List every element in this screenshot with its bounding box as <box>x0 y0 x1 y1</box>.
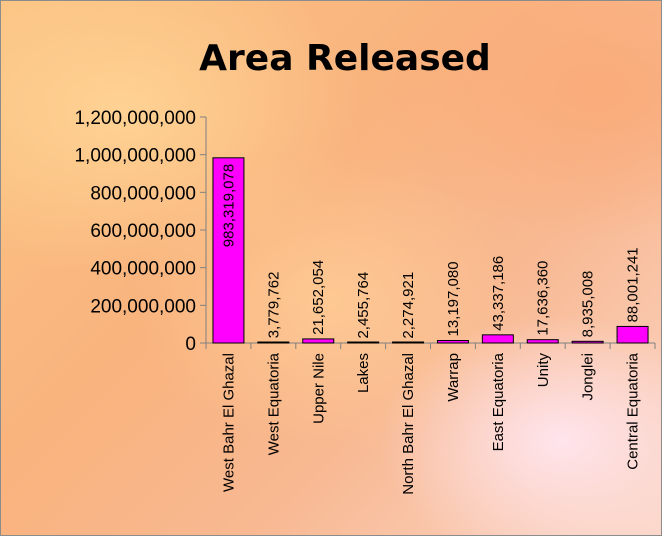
data-label: 17,636,360 <box>535 261 552 336</box>
bar <box>212 157 245 344</box>
x-tick-label: West Equatoria <box>265 352 282 455</box>
x-tick-label: Unity <box>535 353 552 388</box>
bar <box>526 339 559 344</box>
chart-title: Area Released <box>199 38 491 79</box>
x-tick-label: Jonglei <box>580 353 597 401</box>
bar <box>436 340 469 344</box>
y-axis: 0 200,000,000 400,000,000 600,000,000 800,00… <box>74 108 207 355</box>
data-labels: 983,319,078 3,779,762 21,652,054 2,455,764 2… <box>220 164 641 339</box>
x-tick-label: West Bahr El Ghazal <box>220 353 237 492</box>
x-tick-label: Warrap <box>445 353 462 402</box>
data-label: 983,319,078 <box>220 164 237 247</box>
bar <box>347 341 380 344</box>
x-tick-label: North Bahr El Ghazal <box>400 353 417 495</box>
data-label: 2,455,764 <box>355 272 372 339</box>
y-tick-label: 600,000,000 <box>90 221 196 242</box>
data-label: 3,779,762 <box>265 272 282 339</box>
bars <box>212 157 649 344</box>
bar <box>302 338 335 344</box>
data-label: 8,935,008 <box>580 271 597 338</box>
y-tick-label: 1,000,000,000 <box>74 146 196 167</box>
y-tick-label: 800,000,000 <box>90 183 196 204</box>
bar <box>616 325 649 344</box>
y-tick-label: 1,200,000,000 <box>74 108 196 129</box>
x-tick-label: East Equatoria <box>490 352 507 451</box>
data-label: 43,337,186 <box>490 256 507 331</box>
y-tick-label: 400,000,000 <box>90 259 196 280</box>
data-label: 88,001,241 <box>625 247 642 322</box>
bar <box>571 340 604 344</box>
bar <box>392 341 425 344</box>
y-tick-label: 200,000,000 <box>90 296 196 317</box>
y-tick-label: 0 <box>185 334 196 355</box>
data-label: 21,652,054 <box>310 260 327 335</box>
x-axis: West Bahr El Ghazal West Equatoria Upper N… <box>205 342 656 495</box>
bar <box>257 341 290 344</box>
x-tick-label: Central Equatoria <box>625 352 642 469</box>
x-tick-label: Lakes <box>355 353 372 393</box>
data-label: 2,274,921 <box>400 272 417 339</box>
data-label: 13,197,080 <box>445 261 462 336</box>
bar <box>481 334 514 344</box>
x-tick-label: Upper Nile <box>310 353 327 424</box>
